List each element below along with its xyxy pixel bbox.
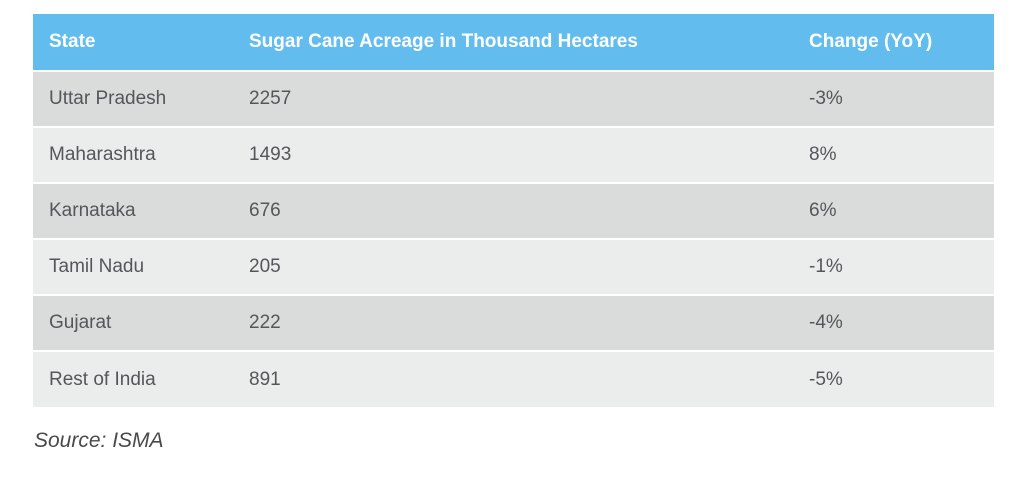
table-row: Gujarat 222 -4% (33, 294, 994, 351)
column-header-change: Change (YoY) (793, 14, 994, 71)
column-header-acreage: Sugar Cane Acreage in Thousand Hectares (233, 14, 793, 71)
cell-state: Uttar Pradesh (33, 70, 233, 127)
cell-state: Karnataka (33, 182, 233, 239)
cell-state: Rest of India (33, 350, 233, 407)
cell-acreage: 676 (233, 182, 793, 239)
column-header-state: State (33, 14, 233, 71)
table-header-row: State Sugar Cane Acreage in Thousand Hec… (33, 14, 994, 71)
table-row: Karnataka 676 6% (33, 182, 994, 239)
cell-change: -3% (793, 70, 994, 127)
table-row: Uttar Pradesh 2257 -3% (33, 70, 994, 127)
cell-acreage: 2257 (233, 70, 793, 127)
table-row: Tamil Nadu 205 -1% (33, 238, 994, 295)
cell-acreage: 1493 (233, 126, 793, 183)
cell-change: 8% (793, 126, 994, 183)
cell-change: 6% (793, 182, 994, 239)
table-row: Maharashtra 1493 8% (33, 126, 994, 183)
cell-change: -5% (793, 350, 994, 407)
cell-acreage: 205 (233, 238, 793, 295)
page: State Sugar Cane Acreage in Thousand Hec… (33, 14, 994, 452)
sugar-cane-acreage-table: State Sugar Cane Acreage in Thousand Hec… (33, 14, 994, 407)
cell-state: Maharashtra (33, 126, 233, 183)
cell-state: Tamil Nadu (33, 238, 233, 295)
cell-state: Gujarat (33, 294, 233, 351)
cell-acreage: 222 (233, 294, 793, 351)
table-row: Rest of India 891 -5% (33, 350, 994, 407)
cell-change: -1% (793, 238, 994, 295)
cell-acreage: 891 (233, 350, 793, 407)
source-note: Source: ISMA (34, 429, 164, 452)
cell-change: -4% (793, 294, 994, 351)
